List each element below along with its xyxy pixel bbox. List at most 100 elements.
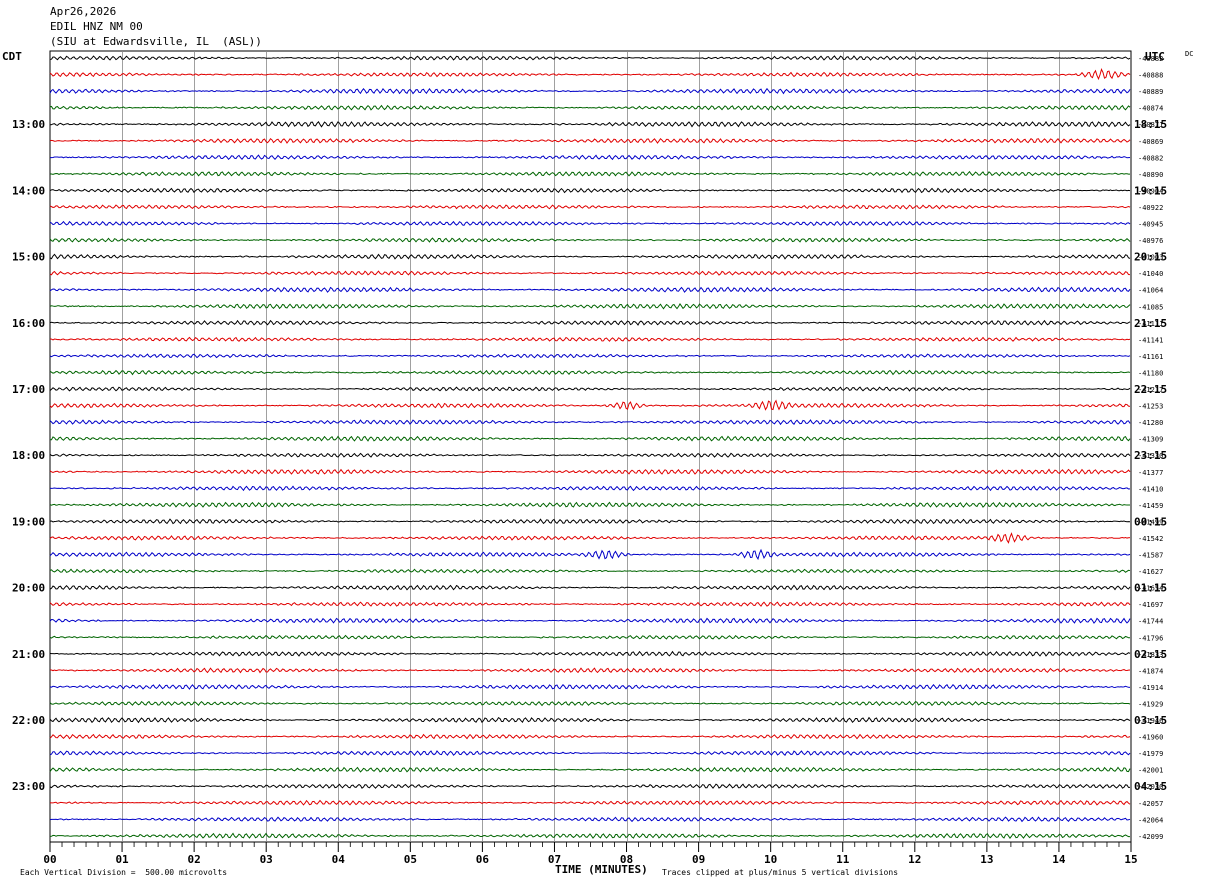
right-time-label: 18:15: [1134, 118, 1167, 131]
x-tick-label: 03: [260, 853, 273, 866]
left-time-label: 20:00: [12, 582, 45, 595]
seismic-trace: [49, 386, 1131, 392]
seismic-trace: [49, 816, 1131, 823]
seismic-trace: [49, 766, 1131, 773]
left-time-label: 16:00: [12, 317, 45, 330]
x-tick-label: 13: [980, 853, 993, 866]
seismic-trace: [49, 501, 1130, 508]
x-axis-title: TIME (MINUTES): [555, 863, 648, 876]
dc-offset-label: -41627: [1138, 568, 1163, 576]
seismic-trace: [49, 452, 1131, 458]
left-time-label: 18:00: [12, 449, 45, 462]
dc-offset-label: -40976: [1138, 237, 1163, 245]
right-timezone: UTC: [1145, 50, 1165, 63]
right-time-label: 00:15: [1134, 515, 1167, 528]
plot-frame: [49, 50, 1132, 843]
dc-offset-label: -41587: [1138, 552, 1163, 560]
dc-offset-label: -40871: [1138, 121, 1163, 129]
x-tick-label: 00: [43, 853, 56, 866]
right-time-label: 23:15: [1134, 449, 1167, 462]
right-time-label: 01:15: [1134, 582, 1167, 595]
x-tick-label: 15: [1124, 853, 1137, 866]
dc-offset-label: -41833: [1138, 651, 1163, 659]
date-label: Apr26,2026: [50, 5, 117, 18]
dc-offset-labels: -40882 -40888 -40889 -40874 -40871 -40869 -408…: [1138, 55, 1163, 841]
seismic-trace: [49, 369, 1131, 376]
seismic-trace: [49, 286, 1131, 293]
seismic-trace: [49, 121, 1131, 128]
seismic-trace: [49, 683, 1131, 690]
seismic-trace: [49, 353, 1131, 359]
dc-offset-label: -41960: [1138, 734, 1163, 742]
x-tick-label: 08: [620, 853, 633, 866]
x-tick-label: 11: [836, 853, 850, 866]
dc-offset-label: -41929: [1138, 701, 1163, 709]
seismic-trace: [49, 336, 1131, 342]
seismic-trace: [49, 137, 1131, 144]
dc-offset-label: -42064: [1138, 816, 1163, 824]
left-timezone: CDT: [2, 50, 22, 63]
seismic-trace: [49, 170, 1131, 177]
seismic-trace: [49, 634, 1131, 640]
seismic-trace: [49, 55, 1131, 61]
seismic-trace: [49, 270, 1131, 276]
seismic-traces: [49, 55, 1131, 839]
dc-offset-label: -41085: [1138, 303, 1163, 311]
seismic-trace: [49, 584, 1131, 591]
seismic-trace: [49, 87, 1131, 95]
dc-offset-label: -41377: [1138, 469, 1163, 477]
dc-offset-label: -41111: [1138, 320, 1163, 328]
seismic-trace: [49, 750, 1131, 756]
dc-offset-label: -41217: [1138, 386, 1163, 394]
dc-label: DC: [1185, 50, 1194, 58]
x-tick-label: 01: [115, 853, 129, 866]
dc-offset-label: -40890: [1138, 171, 1163, 179]
dc-offset-label: -41003: [1138, 254, 1163, 262]
dc-offset-label: -40882: [1138, 55, 1163, 63]
station-label: EDIL HNZ NM 00: [50, 20, 143, 33]
left-time-label: 22:00: [12, 714, 45, 727]
dc-offset-label: -41253: [1138, 403, 1163, 411]
seismic-trace: [49, 104, 1131, 111]
left-time-label: 23:00: [12, 780, 45, 793]
seismic-trace: [49, 650, 1131, 657]
seismic-trace: [49, 799, 1131, 806]
seismic-trace: [49, 485, 1131, 492]
seismic-trace: [49, 568, 1131, 574]
seismic-trace: [49, 733, 1131, 740]
dc-offset-label: -41040: [1138, 270, 1163, 278]
dc-offset-label: -41744: [1138, 618, 1163, 626]
dc-offset-label: -41914: [1138, 684, 1163, 692]
seismic-trace: [49, 716, 1131, 724]
seismic-trace: [49, 419, 1131, 426]
seismic-trace: [49, 548, 1131, 561]
seismic-trace: [49, 518, 1131, 525]
seismic-trace: [49, 399, 1131, 411]
right-time-label: 04:15: [1134, 780, 1167, 793]
dc-offset-label: -41141: [1138, 336, 1163, 344]
right-time-label: 02:15: [1134, 648, 1167, 661]
seismic-trace: [49, 783, 1131, 789]
seismic-trace: [49, 204, 1131, 210]
x-tick-label: 10: [764, 853, 777, 866]
dc-offset-label: -41064: [1138, 287, 1163, 295]
plot-grid: [49, 50, 1132, 843]
left-time-label: 19:00: [12, 515, 45, 528]
x-tick-label: 02: [188, 853, 201, 866]
dc-offset-label: -42057: [1138, 800, 1163, 808]
x-tick-label: 12: [908, 853, 921, 866]
right-time-label: 19:15: [1134, 184, 1167, 197]
dc-offset-label: -41697: [1138, 601, 1163, 609]
dc-offset-label: -42001: [1138, 767, 1163, 775]
location-label: (SIU at Edwardsville, IL (ASL)): [50, 35, 262, 48]
x-tick-label: 04: [332, 853, 346, 866]
dc-offset-label: -40882: [1138, 154, 1163, 162]
clip-note: Traces clipped at plus/minus 5 vertical …: [662, 868, 899, 877]
seismic-trace: [49, 67, 1131, 81]
dc-offset-label: -40874: [1138, 105, 1163, 113]
dc-offset-label: -41874: [1138, 667, 1163, 675]
seismic-trace: [49, 253, 1131, 260]
right-time-label: 03:15: [1134, 714, 1167, 727]
dc-offset-label: -41309: [1138, 436, 1163, 444]
